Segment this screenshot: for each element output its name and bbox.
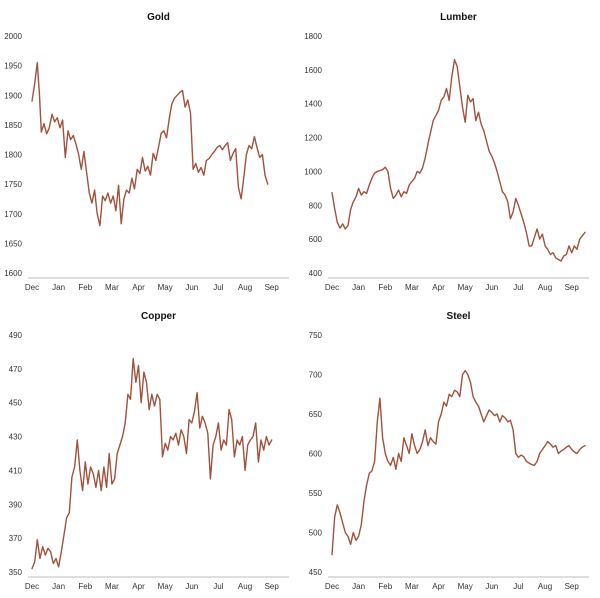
chart-gold: Gold 1600 1650 1700 1750 1800 1850 1900 1950 2000… <box>4 12 289 292</box>
lumber-x-tick-label: May <box>458 283 473 292</box>
steel-y-tick-label: 600 <box>309 450 323 459</box>
lumber-y-tick-label: 1800 <box>304 32 322 41</box>
steel-x-tick-label: Apr <box>432 582 445 591</box>
chart-steel: Steel 450 500 550 600 650 700 750 Dec Jan Feb Mar Ap… <box>309 311 589 591</box>
steel-x-tick-label: Feb <box>378 582 392 591</box>
gold-series-line <box>31 62 269 227</box>
copper-y-tick-label: 370 <box>9 534 23 543</box>
lumber-x-tick-label: Dec <box>325 283 339 292</box>
steel-x-tick-label: Jan <box>352 582 365 591</box>
chart-copper: Copper 350 370 390 410 430 450 470 490 Dec Jan Feb M… <box>9 311 289 591</box>
copper-y-tick-label: 450 <box>9 399 23 408</box>
gold-x-tick-label: Sep <box>265 283 280 292</box>
copper-y-tick-label: 430 <box>9 433 23 442</box>
copper-y-tick-label: 390 <box>9 500 23 509</box>
gold-x-tick-label: Feb <box>78 283 92 292</box>
steel-y-tick-label: 750 <box>309 331 323 340</box>
lumber-x-tick-label: Jul <box>513 283 523 292</box>
copper-x-tick-label: Apr <box>132 582 145 591</box>
gold-x-tick-label: Apr <box>132 283 145 292</box>
copper-series-line <box>31 358 273 570</box>
steel-x-tick-label: Aug <box>538 582 552 591</box>
copper-x-tick-label: Dec <box>25 582 39 591</box>
steel-x-tick-label: Sep <box>565 582 580 591</box>
steel-y-tick-label: 650 <box>309 410 323 419</box>
steel-series-line <box>331 369 586 556</box>
lumber-x-tick-label: Jan <box>352 283 365 292</box>
lumber-y-tick-label: 1200 <box>304 134 322 143</box>
copper-y-tick-label: 490 <box>9 331 23 340</box>
copper-x-tick-label: Jan <box>52 582 65 591</box>
copper-y-tick-label: 350 <box>9 568 23 577</box>
gold-x-tick-label: Jan <box>52 283 65 292</box>
gold-y-tick-label: 1800 <box>4 151 22 160</box>
lumber-y-tick-label: 1600 <box>304 66 322 75</box>
steel-y-tick-label: 450 <box>309 568 323 577</box>
copper-x-tick-label: Sep <box>265 582 280 591</box>
lumber-y-tick-label: 1000 <box>304 167 322 176</box>
gold-x-tick-label: Dec <box>25 283 39 292</box>
lumber-title: Lumber <box>440 12 477 23</box>
steel-y-tick-label: 500 <box>309 529 323 538</box>
chart-lumber: Lumber 400 600 800 1000 1200 1400 1600 1800 Dec Ja… <box>304 12 589 292</box>
steel-x-tick-label: Jul <box>513 582 523 591</box>
lumber-series-line <box>331 59 586 262</box>
gold-y-tick-label: 1750 <box>4 180 22 189</box>
steel-y-tick-label: 700 <box>309 371 323 380</box>
gold-x-tick-label: Jul <box>213 283 223 292</box>
gold-x-tick-label: Jun <box>185 283 198 292</box>
copper-y-tick-label: 410 <box>9 466 23 475</box>
copper-x-tick-label: Aug <box>238 582 252 591</box>
gold-y-tick-label: 1950 <box>4 62 22 71</box>
lumber-y-tick-label: 400 <box>309 269 323 278</box>
gold-title: Gold <box>147 12 170 23</box>
lumber-x-tick-label: Sep <box>565 283 580 292</box>
gold-y-tick-label: 2000 <box>4 32 22 41</box>
gold-x-tick-label: Mar <box>105 283 119 292</box>
gold-y-tick-label: 1700 <box>4 210 22 219</box>
steel-x-tick-label: May <box>458 582 473 591</box>
copper-y-tick-label: 470 <box>9 365 23 374</box>
steel-x-tick-label: Jun <box>485 582 498 591</box>
copper-x-tick-label: May <box>158 582 173 591</box>
steel-x-tick-label: Mar <box>405 582 419 591</box>
copper-x-tick-label: Mar <box>105 582 119 591</box>
copper-x-tick-label: Feb <box>78 582 92 591</box>
lumber-y-tick-label: 800 <box>309 201 323 210</box>
steel-x-tick-label: Dec <box>325 582 339 591</box>
steel-y-tick-label: 550 <box>309 489 323 498</box>
steel-title: Steel <box>447 311 471 322</box>
lumber-y-tick-label: 600 <box>309 235 323 244</box>
gold-x-tick-label: Aug <box>238 283 252 292</box>
lumber-x-tick-label: Aug <box>538 283 552 292</box>
lumber-y-tick-label: 1400 <box>304 100 322 109</box>
copper-title: Copper <box>141 311 176 322</box>
gold-y-tick-label: 1600 <box>4 269 22 278</box>
gold-y-tick-label: 1650 <box>4 239 22 248</box>
gold-y-tick-label: 1850 <box>4 121 22 130</box>
copper-x-tick-label: Jun <box>185 582 198 591</box>
lumber-x-tick-label: Apr <box>432 283 445 292</box>
copper-x-tick-label: Jul <box>213 582 223 591</box>
lumber-x-tick-label: Mar <box>405 283 419 292</box>
gold-x-tick-label: May <box>158 283 173 292</box>
lumber-x-tick-label: Jun <box>485 283 498 292</box>
lumber-x-tick-label: Feb <box>378 283 392 292</box>
gold-y-tick-label: 1900 <box>4 91 22 100</box>
